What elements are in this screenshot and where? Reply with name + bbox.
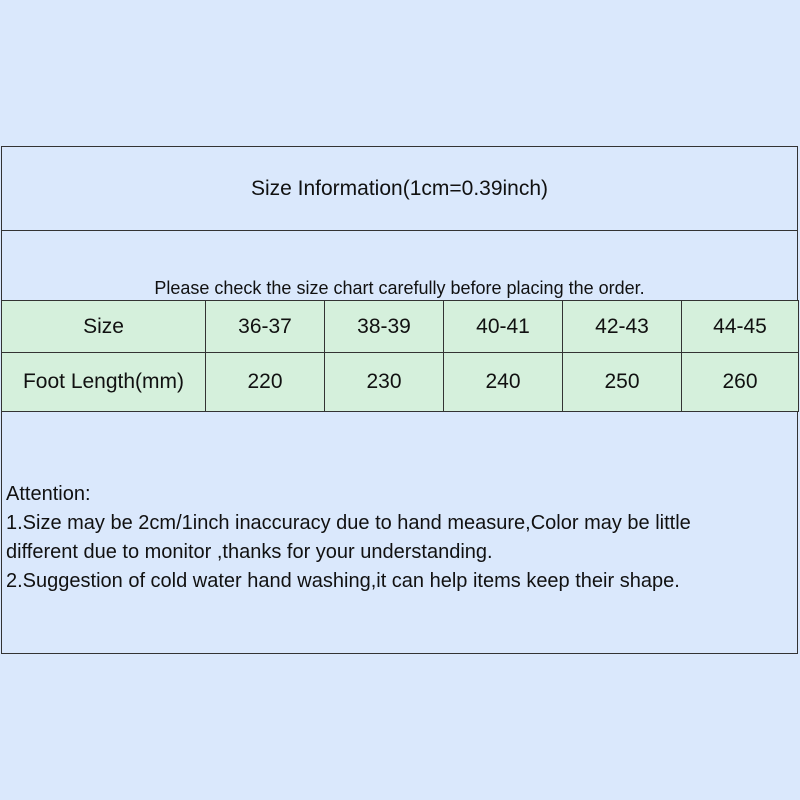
table-cell: 44-45	[681, 300, 799, 353]
table-row-foot-length: Foot Length(mm) 220 230 240 250 260	[1, 352, 799, 412]
attention-line: 2.Suggestion of cold water hand washing,…	[6, 570, 680, 592]
table-row-size: Size 36-37 38-39 40-41 42-43 44-45	[1, 300, 799, 353]
size-info-title: Size Information(1cm=0.39inch)	[1, 146, 798, 231]
table-cell: 40-41	[443, 300, 563, 353]
attention-line: 1.Size may be 2cm/1inch inaccuracy due t…	[6, 512, 691, 534]
size-table: Size 36-37 38-39 40-41 42-43 44-45 Foot …	[1, 300, 799, 412]
title-text: Size Information(1cm=0.39inch)	[250, 176, 549, 200]
table-cell: 230	[324, 352, 444, 412]
table-cell: 38-39	[324, 300, 444, 353]
table-cell: 240	[443, 352, 563, 412]
attention-heading: Attention:	[6, 483, 91, 505]
table-cell: 260	[681, 352, 799, 412]
attention-section: Attention: 1.Size may be 2cm/1inch inacc…	[1, 411, 798, 654]
table-cell: Size	[1, 300, 206, 353]
table-cell: 220	[205, 352, 325, 412]
note-text: Please check the size chart carefully be…	[154, 278, 645, 298]
table-cell: Foot Length(mm)	[1, 352, 206, 412]
table-cell: 42-43	[562, 300, 682, 353]
attention-line: different due to monitor ,thanks for you…	[6, 541, 493, 563]
table-cell: 36-37	[205, 300, 325, 353]
order-note: Please check the size chart carefully be…	[1, 230, 798, 301]
table-cell: 250	[562, 352, 682, 412]
